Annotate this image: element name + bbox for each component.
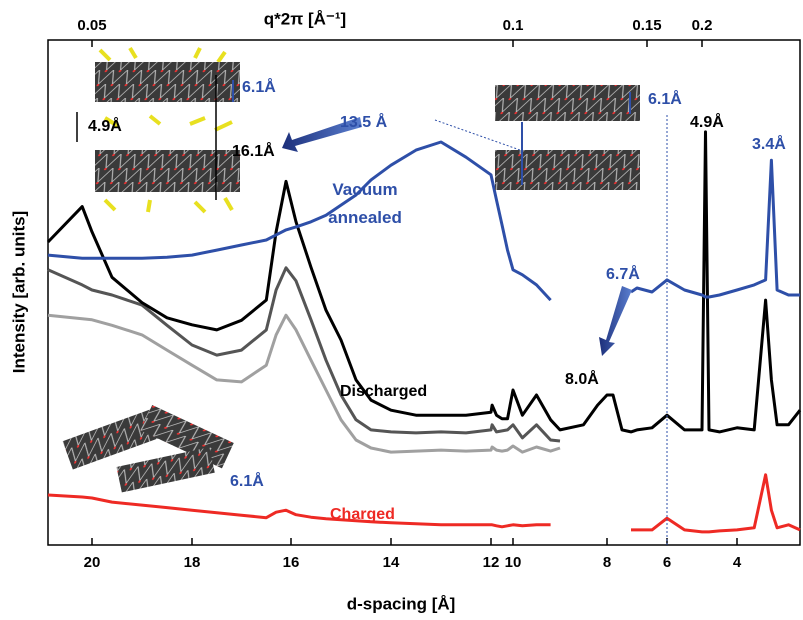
annotation: 16.1Å	[232, 141, 275, 160]
annotation: 6.1Å	[230, 471, 264, 490]
annotation: 3.4Å	[752, 134, 786, 153]
series-line	[47, 313, 561, 454]
x-axis-title: d-spacing [Å]	[347, 594, 456, 613]
plot-frame	[47, 39, 801, 546]
annotation: 13.5 Å	[340, 112, 388, 131]
series-line	[47, 266, 561, 443]
layer	[495, 150, 640, 190]
annotation: 4.9Å	[690, 112, 724, 131]
layer	[495, 85, 640, 121]
arrow	[599, 286, 632, 356]
annotation: 6.1Å	[242, 77, 276, 96]
top-tick-label: 0.05	[77, 17, 106, 34]
leader-line	[434, 119, 521, 151]
annotation: Discharged	[340, 383, 427, 400]
y-axis-title: Intensity [arb. units]	[9, 211, 28, 373]
layer	[62, 407, 167, 470]
yellow-molecules	[98, 46, 234, 214]
series-line	[46, 130, 802, 434]
layer	[116, 447, 215, 493]
layer	[95, 62, 240, 102]
annotation: 4.9Å	[88, 116, 122, 135]
x-tick-label: 14	[383, 554, 400, 571]
layer	[95, 150, 240, 192]
annotation: 8.0Å	[565, 369, 599, 388]
x-tick-label: 4	[733, 554, 742, 571]
annotation: 6.1Å	[648, 89, 682, 108]
annotation: Charged	[330, 506, 395, 523]
series-line	[47, 140, 800, 302]
top-tick-label: 0.1	[503, 17, 524, 34]
top-tick-label: 0.2	[692, 17, 713, 34]
x-tick-label: 8	[603, 554, 611, 571]
top-tick-label: 0.15	[632, 17, 661, 34]
x-tick-label: 20	[84, 554, 101, 571]
x-tick-label: 12	[483, 554, 500, 571]
x-tick-label: 10	[505, 554, 522, 571]
annotation: 6.7Å	[606, 264, 640, 283]
annotation: Vacuum annealed	[328, 180, 402, 227]
top-axis-title: q*2π [Å⁻¹]	[264, 9, 346, 28]
x-tick-label: 18	[184, 554, 201, 571]
x-tick-label: 6	[663, 554, 671, 571]
series-line	[47, 473, 801, 534]
arrow	[282, 117, 362, 152]
structure-insets	[62, 46, 668, 545]
x-tick-label: 16	[283, 554, 300, 571]
